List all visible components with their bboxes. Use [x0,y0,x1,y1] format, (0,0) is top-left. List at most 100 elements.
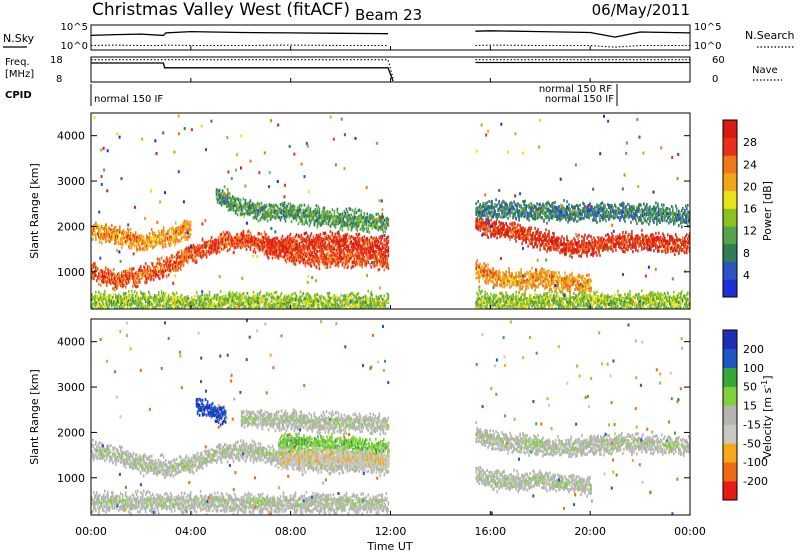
velocity-colorbar-segment-0 [723,481,737,501]
x-tick-label-5: 20:00 [574,525,606,538]
power-band-5 [475,215,690,259]
velocity-colorbar-tick-6: 100 [743,362,764,375]
power-colorbar-tick-3: 16 [743,203,757,216]
velocity-colorbar-tick-1: -100 [743,456,768,469]
x-axis-label: Time UT [366,540,412,553]
power-colorbar-segment-0 [723,279,737,298]
freq-axis-label-line2: [MHz] [5,69,34,80]
power-sparse-scatter [93,114,690,309]
velocity-colorbar-segment-7 [723,348,737,369]
nsearch-tick-bottom: 10^0 [694,41,721,52]
velocity-ytick-label-2: 3000 [57,381,85,394]
power-ytick-label-1: 2000 [57,220,85,233]
velocity-colorbar-label-main: Velocity [m s [761,387,774,458]
velocity-colorbar-segment-1 [723,462,737,482]
cpid-entry-3: normal 150 IF [545,94,614,105]
power-ytick-label-0: 1000 [57,266,85,279]
nsearch-line-1 [475,44,690,48]
velocity-colorbar-frame [722,329,738,501]
cpid-entry-1: normal 150 IF [94,94,163,105]
velocity-colorbar-tick-7: 200 [743,343,764,356]
power-colorbar-segment-4 [723,208,737,227]
power-colorbar-segment-1 [723,261,737,280]
x-tick-label-1: 04:00 [175,525,207,538]
power-band-6 [475,259,592,298]
velocity-ytick-label-1: 2000 [57,426,85,439]
power-band-0 [91,229,390,291]
x-tick-label-2: 08:00 [275,525,307,538]
nave-tick-bottom: 0 [712,74,718,85]
velocity-band-6 [475,466,592,498]
power-colorbar-tick-0: 4 [743,269,750,282]
velocity-colorbar-segment-4 [723,405,737,425]
freq-axis-label-line1: Freq. [5,57,30,68]
nave-line-0 [91,59,394,79]
nave-tick-top: 60 [712,55,725,66]
beam-label: Beam 23 [355,6,422,24]
power-colorbar-tick-5: 24 [743,158,757,171]
power-colorbar-segment-6 [723,173,737,192]
velocity-colorbar-tick-3: -15 [743,418,761,431]
cpid-label: CPID [5,90,32,101]
power-colorbar-tick-4: 20 [743,180,757,193]
power-y-axis-label: Slant Range [km] [28,163,41,259]
velocity-colorbar-label-close: ] [761,375,774,379]
x-tick-label-3: 12:00 [375,525,407,538]
velocity-colorbar-tick-4: 15 [743,400,757,413]
velocity-colorbar-tick-0: -200 [743,475,768,488]
power-band-8 [475,288,690,309]
velocity-band-5 [475,421,690,459]
power-colorbar-segment-2 [723,243,737,262]
velocity-colorbar-segment-6 [723,367,737,387]
power-ytick-label-3: 4000 [57,130,85,143]
freq-tick-bottom: 8 [56,74,62,85]
nsky-axis-label: N.Sky [3,32,35,45]
power-colorbar-tick-6: 28 [743,136,757,149]
power-colorbar-label: Power [dB] [761,181,774,241]
velocity-band-4 [240,408,390,436]
x-axis: 00:00 04:00 08:00 12:00 16:00 20:00 00:00 [75,46,706,538]
velocity-colorbar-segment-3 [723,424,737,444]
velocity-sparse-scatter [99,319,684,515]
nsky-line-0 [90,30,389,37]
velocity-colorbar-segment-2 [723,443,737,463]
x-tick-label-4: 16:00 [474,525,506,538]
velocity-colorbar-label-exp: -1 [760,380,769,388]
velocity-y-axis-label: Slant Range [km] [28,369,41,465]
power-panel: 1000 2000 3000 4000 Slant Range [km] 4 8 12 16… [28,112,774,310]
date-label: 06/May/2011 [592,1,690,19]
power-colorbar-tick-1: 8 [743,247,750,260]
power-band-2 [265,230,390,260]
cpid-entry-2: normal 150 RF [539,84,612,95]
velocity-panel: 1000 2000 3000 4000 Slant Range [km] -200 -1… [28,318,774,516]
velocity-colorbar-tick-2: -50 [743,437,761,450]
velocity-ytick-label-3: 4000 [57,336,85,349]
power-colorbar-segment-3 [723,226,737,245]
power-colorbar-frame [722,119,738,298]
nsearch-axis-label: N.Search [745,29,795,42]
velocity-colorbar-segment-8 [723,330,737,350]
nsky-tick-bottom: 10^0 [61,41,88,52]
power-band-4 [91,288,390,309]
nsky-line-1 [475,30,691,38]
power-colorbar-segment-8 [723,137,737,156]
velocity-colorbar-segment-5 [723,386,737,406]
power-colorbar-segment-9 [723,120,737,138]
power-band-7 [475,198,690,229]
velocity-band-3 [195,397,227,427]
freq-panel: Freq. [MHz] 18 8 60 0 Nave [5,55,782,85]
nsky-tick-top: 10^5 [61,22,88,33]
velocity-panel-frame [90,318,691,516]
x-tick-label-0: 00:00 [75,525,107,538]
power-ytick-label-2: 3000 [57,175,85,188]
freq-line-0 [91,62,394,82]
velocity-band-7 [91,489,390,515]
power-colorbar-segment-5 [723,190,737,209]
power-colorbar-segment-7 [723,155,737,174]
velocity-ytick-label-0: 1000 [57,472,85,485]
freq-tick-top: 18 [50,55,63,66]
power-colorbar-tick-2: 12 [743,225,757,238]
velocity-colorbar-label: Velocity [m s-1] [760,375,774,458]
power-band-3 [215,185,390,234]
